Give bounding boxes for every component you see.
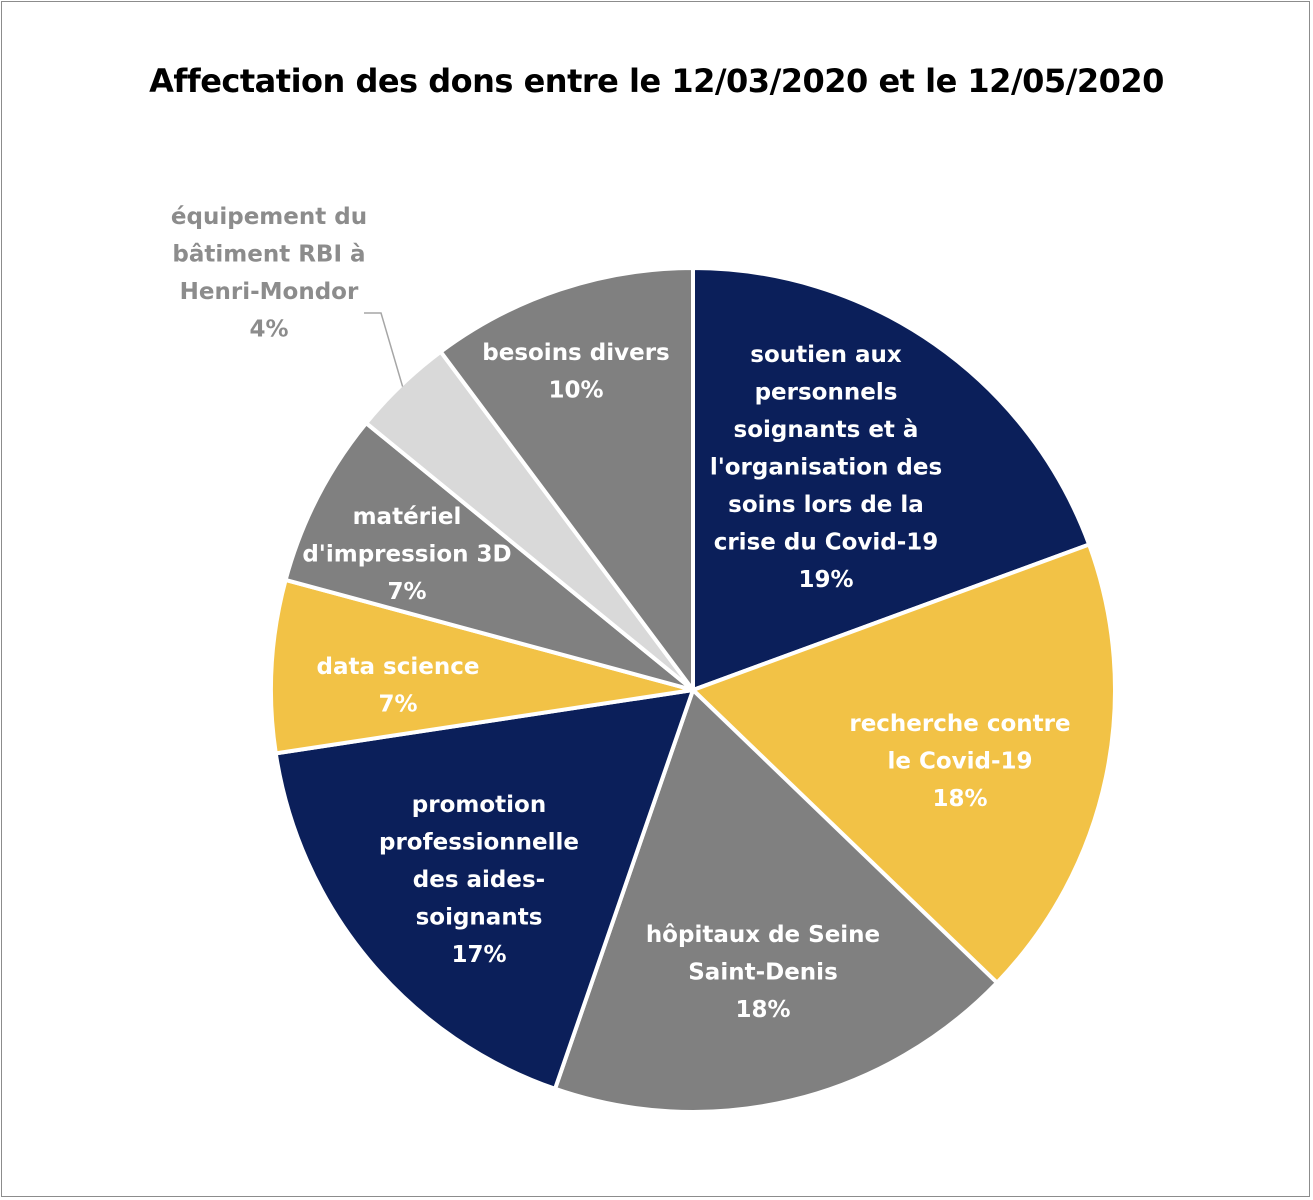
slice-label-6: matériel d'impression 3D 7% <box>302 504 511 605</box>
slice-label-2: recherche contre le Covid-19 18% <box>849 711 1070 812</box>
pie-slice-2 <box>691 542 1117 985</box>
pie-slice-4 <box>273 688 695 1091</box>
slice-label-8: besoins divers 10% <box>482 340 669 404</box>
pie-slice-3 <box>553 688 999 1114</box>
pie-slice-6 <box>283 421 695 692</box>
slice-label-7: équipement du bâtiment RBI à Henri-Mondor 4… <box>171 204 367 343</box>
chart-title: Affectation des dons entre le 12/03/2020… <box>149 62 1164 100</box>
pie-slice-5 <box>269 577 695 756</box>
slice-label-4: promotion professionnelle des aides-soigna… <box>379 792 579 968</box>
pie-slice-8 <box>438 266 695 692</box>
slice-label-3: hôpitaux de Seine Saint-Denis 18% <box>646 922 880 1023</box>
leader-line <box>364 312 404 387</box>
slice-label-5: data science 7% <box>317 654 480 718</box>
pie-slice-1 <box>691 266 1092 692</box>
slice-label-1: soutien aux personnels soignants et à l'org… <box>710 342 942 593</box>
